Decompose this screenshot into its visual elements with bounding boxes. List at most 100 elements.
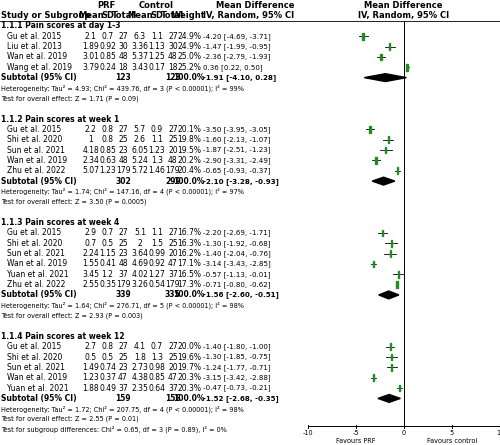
Text: 0.17: 0.17 (148, 63, 166, 72)
Text: SD: SD (101, 11, 114, 20)
Text: 0.5: 0.5 (84, 352, 97, 361)
Text: Gu et al. 2015: Gu et al. 2015 (7, 228, 61, 237)
Text: 0.85: 0.85 (99, 146, 116, 154)
Text: Mean Difference: Mean Difference (364, 1, 443, 10)
Text: -2.10 [-3.28, -0.93]: -2.10 [-3.28, -0.93] (203, 178, 279, 185)
Bar (388, 43, 390, 50)
Text: Shi et al. 2020: Shi et al. 2020 (7, 352, 62, 361)
Text: 1: 1 (88, 135, 93, 144)
Text: 4.69: 4.69 (132, 259, 148, 268)
Text: 23: 23 (118, 249, 128, 258)
Text: 25.0%: 25.0% (177, 53, 201, 61)
Text: 0.64: 0.64 (148, 384, 166, 392)
Text: 47: 47 (168, 373, 177, 382)
Text: 27: 27 (168, 228, 177, 237)
Text: Study or Subgroup: Study or Subgroup (0, 11, 90, 20)
Text: 19.8%: 19.8% (177, 135, 201, 144)
Text: 1.55: 1.55 (82, 259, 99, 268)
Text: Yuan et al. 2021: Yuan et al. 2021 (7, 270, 68, 279)
Text: -3.14 [-3.43, -2.85]: -3.14 [-3.43, -2.85] (203, 260, 270, 267)
Text: 1.49: 1.49 (82, 363, 99, 372)
Text: -5: -5 (352, 430, 359, 436)
Text: 25: 25 (168, 239, 177, 248)
Bar (396, 281, 398, 288)
Text: 48: 48 (168, 53, 177, 61)
Text: 0.99: 0.99 (148, 249, 166, 258)
Text: -1.60 [-2.13, -1.07]: -1.60 [-2.13, -1.07] (203, 136, 270, 143)
Text: 0.98: 0.98 (148, 363, 166, 372)
Text: 27: 27 (168, 32, 177, 41)
Text: 16.2%: 16.2% (177, 249, 201, 258)
Bar (390, 344, 391, 350)
Text: 299: 299 (165, 177, 180, 186)
Text: Zhu et al. 2022: Zhu et al. 2022 (7, 280, 65, 289)
Text: 1.27: 1.27 (148, 270, 165, 279)
Text: 20: 20 (168, 146, 177, 154)
Text: 48: 48 (168, 156, 177, 165)
Text: 1.15: 1.15 (99, 249, 116, 258)
Text: 0.35: 0.35 (99, 280, 116, 289)
Bar (373, 261, 374, 267)
Text: 1.1: 1.1 (151, 228, 163, 237)
Text: 5.37: 5.37 (132, 53, 148, 61)
Text: 1.2: 1.2 (102, 270, 114, 279)
Text: 1.8: 1.8 (134, 352, 146, 361)
Text: 2.2: 2.2 (85, 125, 96, 134)
Text: Wan et al. 2019: Wan et al. 2019 (7, 53, 67, 61)
Text: 18: 18 (168, 63, 177, 72)
Bar (372, 374, 374, 381)
Text: 1.23: 1.23 (99, 166, 116, 175)
Bar (370, 126, 371, 133)
Bar (382, 230, 383, 236)
Text: 100.0%: 100.0% (174, 177, 205, 186)
Text: -0.65 [-0.93, -0.37]: -0.65 [-0.93, -0.37] (203, 167, 270, 174)
Text: 6.05: 6.05 (132, 146, 148, 154)
Text: 19.7%: 19.7% (177, 363, 201, 372)
Text: Weight: Weight (172, 11, 206, 20)
Text: 23: 23 (118, 146, 128, 154)
Text: 48: 48 (118, 53, 128, 61)
Text: 0.7: 0.7 (84, 239, 97, 248)
Text: Test for overall effect: Z = 2.93 (P = 0.003): Test for overall effect: Z = 2.93 (P = 0… (0, 312, 142, 319)
Text: 0.7: 0.7 (102, 228, 114, 237)
Text: 25: 25 (118, 135, 128, 144)
Text: 5.72: 5.72 (132, 166, 148, 175)
Text: 0.9: 0.9 (151, 125, 163, 134)
Text: 47: 47 (168, 259, 177, 268)
Text: 0.5: 0.5 (102, 239, 114, 248)
Text: 0.92: 0.92 (99, 42, 116, 51)
Text: -1.52 [-2.68, -0.35]: -1.52 [-2.68, -0.35] (203, 395, 278, 402)
Text: 4.18: 4.18 (82, 146, 99, 154)
Text: 25: 25 (168, 135, 177, 144)
Text: -1.24 [-1.77, -0.71]: -1.24 [-1.77, -0.71] (203, 364, 270, 371)
Text: 0.54: 0.54 (148, 280, 166, 289)
Text: 24.9%: 24.9% (177, 42, 201, 51)
Text: 1.1.3 Pain scores at week 4: 1.1.3 Pain scores at week 4 (0, 218, 119, 227)
Text: 0.24: 0.24 (99, 63, 116, 72)
Text: 27: 27 (118, 342, 128, 351)
Text: 3.26: 3.26 (132, 280, 148, 289)
Text: 0.8: 0.8 (102, 135, 114, 144)
Text: 1.3: 1.3 (151, 156, 163, 165)
Text: 3.43: 3.43 (132, 63, 148, 72)
Text: 0.37: 0.37 (99, 373, 116, 382)
Bar (398, 271, 399, 278)
Text: 16.5%: 16.5% (177, 270, 201, 279)
Text: 302: 302 (115, 177, 131, 186)
Text: 1.3: 1.3 (151, 352, 163, 361)
Text: 30: 30 (168, 42, 177, 51)
Text: 0.5: 0.5 (102, 352, 114, 361)
Text: SD: SD (150, 11, 164, 20)
Text: -2.90 [-3.31, -2.49]: -2.90 [-3.31, -2.49] (203, 157, 270, 164)
Text: 339: 339 (115, 291, 131, 299)
Text: -0.57 [-1.13, -0.01]: -0.57 [-1.13, -0.01] (203, 271, 270, 278)
Text: 2.34: 2.34 (82, 156, 99, 165)
Text: Shi et al. 2020: Shi et al. 2020 (7, 239, 62, 248)
Text: 37: 37 (168, 270, 177, 279)
Polygon shape (378, 395, 400, 402)
Text: Gu et al. 2015: Gu et al. 2015 (7, 125, 61, 134)
Text: 25.2%: 25.2% (177, 63, 201, 72)
Bar (390, 354, 392, 360)
Text: 3.01: 3.01 (82, 53, 99, 61)
Text: 0.74: 0.74 (99, 363, 116, 372)
